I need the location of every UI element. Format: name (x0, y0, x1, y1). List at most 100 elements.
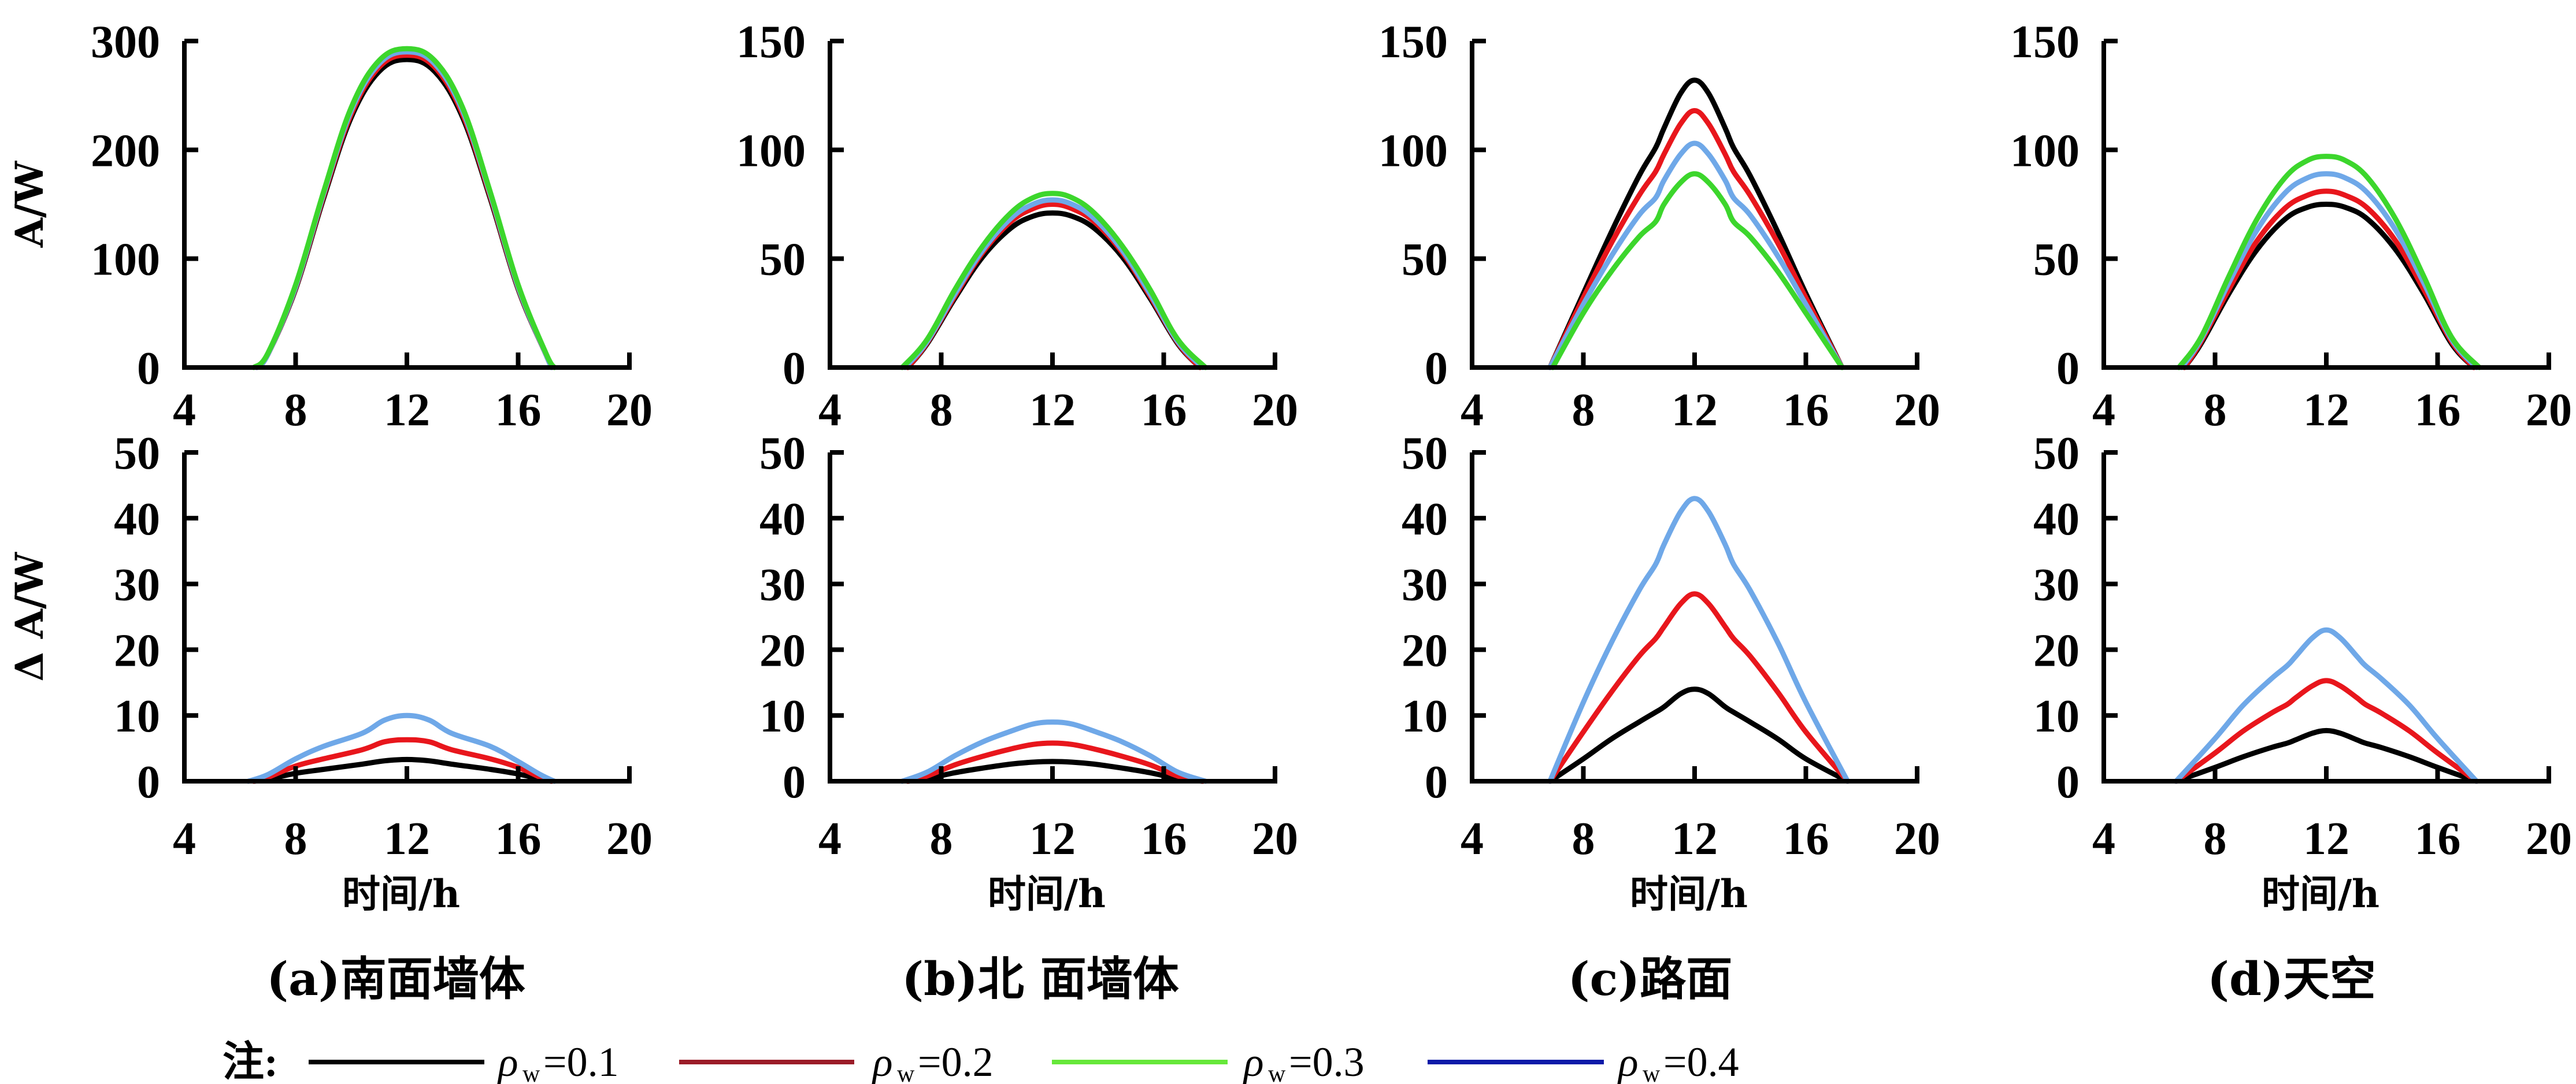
y-tick-label: 0 (137, 343, 160, 394)
legend-note-label: 注: (223, 1039, 278, 1084)
y-tick-label: 20 (2033, 625, 2080, 676)
chart-c-top: 0 50 100 150 4 8 12 16 20 (1378, 17, 1940, 436)
x-tick-label: 12 (2303, 385, 2349, 436)
series-group (899, 191, 1209, 370)
x-tick-label: 8 (930, 385, 953, 436)
series-line-b-bottom-2 (899, 719, 1209, 784)
x-tick-label: 4 (818, 814, 842, 864)
x-axis-title: 时间/h (988, 871, 1106, 916)
x-tick-label: 8 (1572, 385, 1595, 436)
y-tick-label: 0 (1425, 343, 1448, 394)
x-tick-label: 16 (1141, 814, 1187, 864)
y-tick-label: 40 (1402, 494, 1448, 545)
series-group (2176, 154, 2482, 370)
legend-subscript-0: w (522, 1061, 540, 1084)
x-axis-title: 时间/h (2262, 871, 2379, 916)
series-line-d-top-3 (2176, 154, 2482, 370)
x-tick-label: 12 (384, 385, 430, 436)
legend-value-2: =0.3 (1289, 1039, 1365, 1084)
y-tick-label: 50 (2033, 428, 2080, 479)
chart-d-bottom: 0 10 20 30 40 50 4 8 12 16 20 时间/h (2033, 428, 2572, 916)
legend-symbol-0: ρ (497, 1039, 518, 1084)
chart-b-top: 0 50 100 150 4 8 12 16 20 (736, 17, 1298, 436)
chart-a-bottom: 0 10 20 30 40 50 4 8 12 16 20 Δ A/W 时间/h (7, 428, 653, 916)
x-tick-label: 20 (606, 385, 653, 436)
chart-d-top: 0 50 100 150 4 8 12 16 20 (2010, 17, 2572, 436)
x-tick-label: 12 (384, 814, 430, 864)
x-tick-label: 20 (2526, 385, 2572, 436)
legend-subscript-3: w (1643, 1061, 1660, 1084)
series-line-b-top-1 (905, 202, 1203, 370)
y-tick-label: 40 (759, 494, 806, 545)
y-tick-label: 30 (2033, 560, 2080, 611)
series-line-c-top-2 (1547, 140, 1845, 370)
x-tick-label: 20 (1894, 385, 1940, 436)
series-line-c-top-0 (1547, 77, 1845, 370)
y-axis-title: Δ A/W (7, 552, 52, 681)
y-tick-label: 50 (759, 235, 806, 285)
y-tick-label: 30 (114, 560, 160, 611)
legend-item-1: ρ w =0.2 (679, 1039, 994, 1084)
y-tick-label: 0 (783, 343, 806, 394)
x-tick-label: 4 (173, 385, 196, 436)
legend-value-1: =0.2 (918, 1039, 994, 1084)
x-tick-label: 20 (606, 814, 653, 864)
caption-c: (c)路面 (1568, 952, 1732, 1006)
y-tick-label: 10 (114, 691, 160, 742)
y-tick-label: 0 (2056, 757, 2080, 808)
y-tick-label: 40 (114, 494, 160, 545)
series-line-a-top-1 (254, 53, 554, 370)
x-tick-label: 20 (1252, 385, 1298, 436)
series-line-a-top-2 (254, 49, 554, 370)
y-tick-label: 30 (1402, 560, 1448, 611)
x-tick-label: 16 (1141, 385, 1187, 436)
x-tick-label: 4 (2092, 385, 2115, 436)
legend-subscript-2: w (1268, 1061, 1286, 1084)
y-tick-label: 100 (91, 235, 160, 285)
x-tick-label: 4 (818, 385, 842, 436)
y-tick-label: 100 (736, 125, 806, 176)
series-group (899, 719, 1209, 784)
x-tick-label: 12 (1029, 814, 1076, 864)
legend-value-0: =0.1 (543, 1039, 619, 1084)
legend-item-2: ρ w =0.3 (1052, 1039, 1365, 1084)
x-tick-label: 8 (284, 814, 307, 864)
y-tick-label: 10 (1402, 691, 1448, 742)
x-tick-label: 16 (495, 385, 542, 436)
legend-subscript-1: w (897, 1061, 915, 1084)
x-axis-title: 时间/h (342, 871, 460, 916)
x-tick-label: 16 (2415, 814, 2461, 864)
caption-row: (a)南面墙体 (b)北 面墙体 (c)路面 (d)天空 (266, 952, 2376, 1006)
y-tick-label: 10 (2033, 691, 2080, 742)
series-line-b-bottom-0 (905, 759, 1206, 784)
x-tick-label: 12 (2303, 814, 2349, 864)
x-tick-label: 16 (2415, 385, 2461, 436)
chart-c-bottom: 0 10 20 30 40 50 4 8 12 16 20 时间/h (1402, 428, 1940, 916)
y-tick-label: 40 (2033, 494, 2080, 545)
x-tick-label: 4 (2092, 814, 2115, 864)
x-tick-label: 12 (1671, 385, 1718, 436)
series-line-b-top-2 (902, 197, 1206, 370)
y-tick-label: 200 (91, 125, 160, 176)
x-tick-label: 12 (1029, 385, 1076, 436)
y-tick-label: 100 (1378, 125, 1448, 176)
x-tick-label: 8 (284, 385, 307, 436)
series-line-b-top-3 (899, 191, 1209, 370)
y-tick-label: 0 (2056, 343, 2080, 394)
x-tick-label: 8 (2204, 385, 2227, 436)
series-line-d-bottom-1 (2173, 678, 2479, 784)
y-tick-label: 10 (759, 691, 806, 742)
y-tick-label: 50 (1402, 428, 1448, 479)
x-tick-label: 4 (1461, 385, 1484, 436)
x-tick-label: 8 (930, 814, 953, 864)
legend-symbol-2: ρ (1243, 1039, 1264, 1084)
y-tick-label: 100 (2010, 125, 2080, 176)
x-tick-label: 4 (173, 814, 196, 864)
x-tick-label: 20 (1252, 814, 1298, 864)
x-tick-label: 12 (1671, 814, 1718, 864)
chart-a-top: 0 100 200 300 4 8 12 16 20 A/W (7, 17, 653, 436)
caption-b: (b)北 面墙体 (902, 952, 1179, 1006)
legend-item-0: ρ w =0.1 (309, 1039, 619, 1084)
series-line-c-bottom-1 (1547, 591, 1851, 784)
